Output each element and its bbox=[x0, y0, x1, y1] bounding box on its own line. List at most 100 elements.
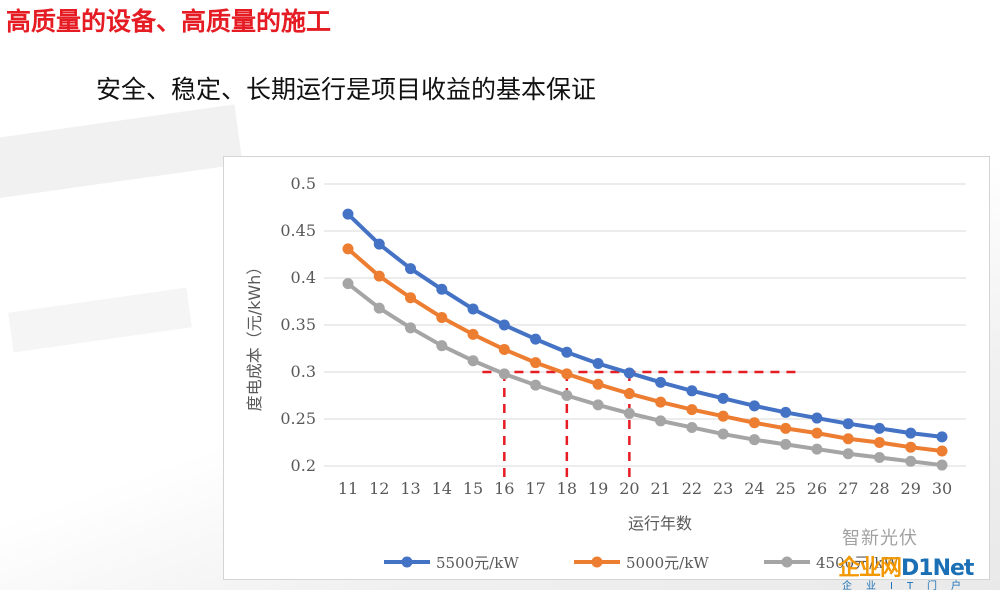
data-point bbox=[717, 410, 729, 422]
data-point bbox=[780, 406, 792, 418]
x-tick-label: 21 bbox=[650, 479, 670, 498]
legend-swatch-marker bbox=[401, 556, 413, 568]
data-point bbox=[623, 388, 635, 400]
x-tick-label: 20 bbox=[619, 479, 639, 498]
legend-label: 5500元/kW bbox=[436, 554, 519, 572]
data-point bbox=[717, 392, 729, 404]
data-point bbox=[436, 311, 448, 323]
x-tick-label: 14 bbox=[432, 479, 452, 498]
data-point bbox=[530, 379, 542, 391]
x-tick-label: 28 bbox=[869, 479, 889, 498]
legend-swatch-marker bbox=[591, 556, 603, 568]
data-point bbox=[405, 263, 417, 275]
data-point bbox=[498, 368, 510, 380]
watermark-logo-part: D1Net bbox=[901, 556, 974, 581]
data-point bbox=[655, 376, 667, 388]
y-tick-label: 0.35 bbox=[280, 315, 316, 334]
data-point bbox=[405, 322, 417, 334]
legend-label: 4500元/kW bbox=[816, 554, 899, 572]
data-point bbox=[561, 390, 573, 401]
data-point bbox=[748, 417, 760, 429]
y-tick-label: 0.5 bbox=[291, 174, 316, 193]
data-point bbox=[373, 270, 385, 282]
data-point bbox=[530, 333, 542, 345]
y-axis-title: 度电成本（元/kWh） bbox=[245, 259, 264, 412]
data-point bbox=[811, 427, 823, 439]
data-point bbox=[655, 415, 667, 427]
legend-label: 5000元/kW bbox=[626, 554, 709, 572]
y-tick-label: 0.4 bbox=[291, 268, 316, 287]
data-point bbox=[498, 343, 510, 355]
x-tick-label: 16 bbox=[494, 479, 514, 498]
data-point bbox=[342, 243, 354, 255]
x-tick-label: 30 bbox=[932, 479, 952, 498]
data-point bbox=[780, 438, 792, 450]
data-point bbox=[530, 357, 542, 369]
x-axis-title: 运行年数 bbox=[628, 514, 692, 533]
x-tick-label: 17 bbox=[525, 479, 545, 498]
data-point bbox=[561, 368, 573, 380]
watermark-text: 智新光伏 bbox=[842, 528, 918, 549]
data-point bbox=[873, 437, 885, 448]
data-point bbox=[811, 443, 823, 455]
series-line bbox=[346, 247, 943, 453]
data-point bbox=[905, 441, 917, 453]
data-point bbox=[936, 459, 948, 471]
data-point bbox=[842, 418, 854, 430]
data-point bbox=[623, 367, 635, 379]
x-tick-label: 22 bbox=[682, 479, 702, 498]
slide-title: 高质量的设备、高质量的施工 bbox=[6, 7, 332, 36]
data-point bbox=[342, 278, 354, 290]
watermark-logo-part: 企业网 bbox=[838, 556, 902, 581]
data-point bbox=[686, 385, 698, 397]
x-tick-label: 19 bbox=[588, 479, 608, 498]
data-point bbox=[373, 302, 385, 314]
y-tick-label: 0.25 bbox=[280, 409, 316, 428]
data-point bbox=[936, 445, 948, 457]
watermark-tagline: 企业IT门户 bbox=[842, 581, 976, 592]
data-point bbox=[342, 208, 354, 220]
data-point bbox=[905, 455, 917, 467]
data-point bbox=[748, 434, 760, 446]
data-point bbox=[842, 448, 854, 460]
x-tick-label: 27 bbox=[838, 479, 858, 498]
x-tick-label: 13 bbox=[400, 479, 420, 498]
data-point bbox=[592, 378, 604, 390]
x-tick-label: 12 bbox=[369, 479, 389, 498]
data-point bbox=[436, 340, 448, 352]
x-tick-label: 29 bbox=[901, 479, 921, 498]
data-point bbox=[655, 396, 667, 408]
data-point bbox=[748, 400, 760, 412]
data-point bbox=[811, 412, 823, 424]
data-point bbox=[467, 328, 479, 340]
data-point bbox=[873, 422, 885, 434]
x-tick-label: 23 bbox=[713, 479, 733, 498]
legend-swatch-marker bbox=[781, 556, 793, 568]
x-tick-label: 18 bbox=[557, 479, 577, 498]
line-chart: 0.5 0.45 0.4 0.35 0.3 0.25 0.2 11 12 13 14 15 16 17 18… bbox=[245, 174, 966, 572]
data-point bbox=[373, 238, 385, 250]
data-point bbox=[873, 452, 885, 464]
x-tick-label: 11 bbox=[338, 479, 358, 498]
data-point bbox=[467, 355, 479, 367]
x-tick-label: 25 bbox=[776, 479, 796, 498]
x-tick-label: 15 bbox=[463, 479, 483, 498]
data-point bbox=[842, 433, 854, 445]
data-point bbox=[905, 427, 917, 439]
data-point bbox=[467, 303, 479, 315]
slide-subtitle: 安全、稳定、长期运行是项目收益的基本保证 bbox=[96, 75, 597, 104]
data-point bbox=[717, 428, 729, 440]
data-point bbox=[498, 319, 510, 331]
chart-container: 0.5 0.45 0.4 0.35 0.3 0.25 0.2 11 12 13 14 15 16 17 18… bbox=[223, 156, 990, 580]
data-point bbox=[436, 283, 448, 295]
data-point bbox=[561, 346, 573, 358]
y-tick-label: 0.45 bbox=[280, 221, 316, 240]
data-point bbox=[780, 422, 792, 434]
data-point bbox=[592, 358, 604, 370]
x-tick-label: 24 bbox=[744, 479, 764, 498]
x-tick-label: 26 bbox=[807, 479, 827, 498]
data-point bbox=[686, 421, 698, 433]
watermark-logo: 企业网D1Net bbox=[838, 550, 974, 582]
data-point bbox=[405, 292, 417, 304]
data-point bbox=[592, 399, 604, 411]
